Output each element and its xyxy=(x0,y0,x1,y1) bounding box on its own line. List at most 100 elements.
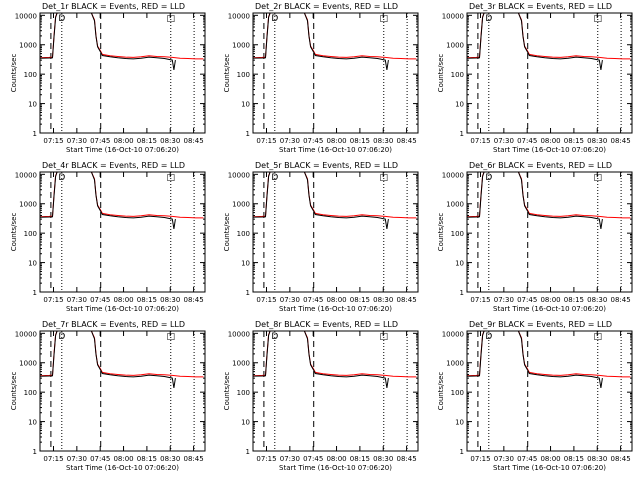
x-tick-label: 07:15 xyxy=(470,137,490,145)
y-tick-label: 100 xyxy=(237,389,250,397)
x-axis-title: Start Time (16-Oct-10 07:06:20) xyxy=(279,305,392,313)
y-tick-label: 1 xyxy=(246,448,250,456)
x-tick-label: 07:45 xyxy=(303,455,323,463)
y-tick-label: 100 xyxy=(451,389,464,397)
y-axis-title: Counts/sec xyxy=(10,213,18,252)
plot-frame xyxy=(39,171,206,293)
x-tick-label: 08:45 xyxy=(183,296,203,304)
x-tick-label: 07:30 xyxy=(494,455,514,463)
x-tick-label: 07:45 xyxy=(90,137,110,145)
x-tick-label: 07:30 xyxy=(280,455,300,463)
panel-title: Det_6r BLACK = Events, RED = LLD xyxy=(469,161,612,170)
x-axis-title: Start Time (16-Oct-10 07:06:20) xyxy=(279,464,392,472)
x-tick-label: 08:15 xyxy=(350,137,370,145)
chart-panel-9: Det_9r BLACK = Events, RED = LLD D □ 1 10 100… xyxy=(437,320,633,472)
chart-panel-7: Det_7r BLACK = Events, RED = LLD D □ 1 10 100… xyxy=(10,320,206,472)
x-tick-label: 07:30 xyxy=(67,137,87,145)
x-tick-label: 07:30 xyxy=(67,455,87,463)
x-tick-label: 08:15 xyxy=(137,455,157,463)
series-line-events xyxy=(467,172,603,229)
time-marker: D xyxy=(271,332,278,342)
series-line-events xyxy=(467,331,603,388)
chart-panel-1: Det_1r BLACK = Events, RED = LLD D □ 1 10 100… xyxy=(10,2,206,154)
time-marker: □ xyxy=(379,332,388,342)
x-tick-label: 07:30 xyxy=(280,296,300,304)
y-tick-label: 10000 xyxy=(15,12,37,20)
x-tick-label: 07:15 xyxy=(43,296,63,304)
y-tick-label: 10000 xyxy=(15,330,37,338)
y-tick-label: 10 xyxy=(241,419,250,427)
x-tick-label: 07:45 xyxy=(303,296,323,304)
y-axis-title: Counts/sec xyxy=(437,213,445,252)
series-line-events xyxy=(467,13,603,70)
series-line-events xyxy=(253,331,389,388)
x-tick-label: 07:15 xyxy=(470,296,490,304)
y-tick-label: 100 xyxy=(237,230,250,238)
x-tick-label: 08:30 xyxy=(373,296,393,304)
y-tick-label: 10000 xyxy=(442,12,464,20)
x-tick-label: 08:00 xyxy=(326,137,346,145)
x-tick-label: 07:30 xyxy=(67,296,87,304)
x-tick-label: 08:15 xyxy=(564,137,584,145)
panel-title: Det_2r BLACK = Events, RED = LLD xyxy=(255,2,398,11)
plot-frame xyxy=(252,12,419,134)
y-tick-label: 10000 xyxy=(442,171,464,179)
time-marker: □ xyxy=(166,332,175,342)
series-line-events xyxy=(40,172,176,229)
time-marker: D xyxy=(485,14,492,24)
time-marker: □ xyxy=(593,173,602,183)
y-axis-title: Counts/sec xyxy=(10,54,18,93)
plot-frame xyxy=(252,330,419,452)
x-tick-label: 08:15 xyxy=(564,296,584,304)
y-tick-label: 1 xyxy=(33,448,37,456)
plot-frame xyxy=(252,171,419,293)
time-marker: D xyxy=(271,173,278,183)
y-tick-label: 100 xyxy=(237,71,250,79)
plot-frame xyxy=(466,171,633,293)
y-axis-title: Counts/sec xyxy=(223,54,231,93)
y-tick-label: 100 xyxy=(24,389,37,397)
time-marker: □ xyxy=(166,173,175,183)
x-tick-label: 07:30 xyxy=(494,296,514,304)
time-marker: D xyxy=(58,332,65,342)
x-axis-title: Start Time (16-Oct-10 07:06:20) xyxy=(66,305,179,313)
x-tick-label: 07:45 xyxy=(517,137,537,145)
x-tick-label: 07:30 xyxy=(494,137,514,145)
x-tick-label: 08:45 xyxy=(396,296,416,304)
y-tick-label: 1000 xyxy=(19,42,37,50)
plot-frame xyxy=(466,330,633,452)
y-tick-label: 1 xyxy=(33,130,37,138)
x-tick-label: 08:15 xyxy=(350,296,370,304)
y-tick-label: 1000 xyxy=(232,360,250,368)
x-tick-label: 07:30 xyxy=(280,137,300,145)
x-tick-label: 08:00 xyxy=(540,137,560,145)
x-tick-label: 08:00 xyxy=(113,455,133,463)
y-tick-label: 1 xyxy=(246,289,250,297)
y-tick-label: 1 xyxy=(460,448,464,456)
x-tick-label: 08:15 xyxy=(350,455,370,463)
x-tick-label: 07:15 xyxy=(256,296,276,304)
x-tick-label: 08:00 xyxy=(113,296,133,304)
time-marker: □ xyxy=(379,173,388,183)
y-tick-label: 1000 xyxy=(446,360,464,368)
x-tick-label: 08:00 xyxy=(540,296,560,304)
y-tick-label: 1000 xyxy=(232,201,250,209)
time-marker: □ xyxy=(593,332,602,342)
x-tick-label: 08:30 xyxy=(373,455,393,463)
x-tick-label: 07:45 xyxy=(517,455,537,463)
series-line-events xyxy=(40,13,176,70)
chart-panel-8: Det_8r BLACK = Events, RED = LLD D □ 1 10 100… xyxy=(223,320,419,472)
y-axis-title: Counts/sec xyxy=(437,54,445,93)
time-marker: D xyxy=(485,173,492,183)
plot-frame xyxy=(466,12,633,134)
x-tick-label: 08:15 xyxy=(564,455,584,463)
x-tick-label: 08:30 xyxy=(160,137,180,145)
x-tick-label: 08:00 xyxy=(326,455,346,463)
y-tick-label: 10 xyxy=(455,101,464,109)
x-tick-label: 08:30 xyxy=(160,296,180,304)
y-tick-label: 10000 xyxy=(228,330,250,338)
y-tick-label: 10 xyxy=(28,419,37,427)
panel-title: Det_5r BLACK = Events, RED = LLD xyxy=(255,161,398,170)
y-tick-label: 10000 xyxy=(228,12,250,20)
